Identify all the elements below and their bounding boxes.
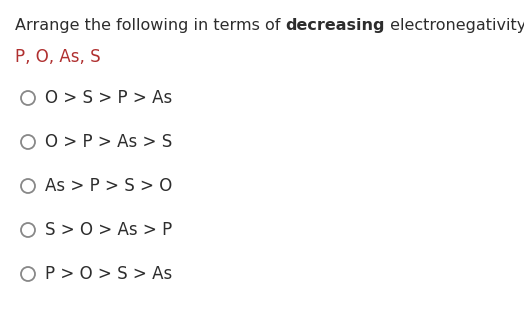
Text: O > P > As > S: O > P > As > S bbox=[45, 133, 172, 151]
Text: electronegativity values.: electronegativity values. bbox=[385, 18, 524, 33]
Text: Arrange the following in terms of: Arrange the following in terms of bbox=[15, 18, 286, 33]
Text: O > S > P > As: O > S > P > As bbox=[45, 89, 172, 107]
Text: P > O > S > As: P > O > S > As bbox=[45, 265, 172, 283]
Text: P, O, As, S: P, O, As, S bbox=[15, 48, 101, 66]
Text: S > O > As > P: S > O > As > P bbox=[45, 221, 172, 239]
Text: As > P > S > O: As > P > S > O bbox=[45, 177, 172, 195]
Text: decreasing: decreasing bbox=[286, 18, 385, 33]
